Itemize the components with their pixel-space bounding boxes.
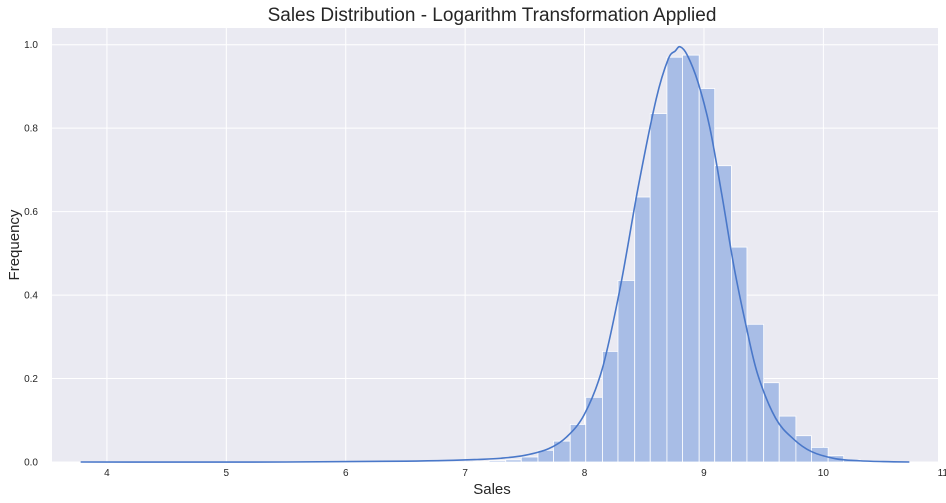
y-tick-label-2: 0.4 — [24, 291, 38, 302]
bar-13 — [682, 54, 700, 463]
y-tick-label-4: 0.8 — [24, 124, 38, 135]
x-tick-label-5: 9 — [701, 468, 707, 479]
x-tick-label-6: 10 — [818, 468, 830, 479]
y-tick-label-3: 0.6 — [24, 207, 38, 218]
x-tick-label-3: 7 — [462, 468, 468, 479]
bar-2 — [505, 459, 522, 463]
x-tick-label-2: 6 — [343, 468, 349, 479]
bar-16 — [731, 246, 748, 463]
bar-10 — [634, 196, 651, 463]
x-axis-label: Sales — [473, 481, 511, 498]
chart-title: Sales Distribution - Logarithm Transform… — [268, 5, 717, 26]
bar-1 — [488, 460, 507, 463]
bar-12 — [666, 56, 683, 463]
y-tick-labels: 0.0 0.2 0.4 0.6 0.8 1.0 — [24, 40, 38, 468]
bar-20 — [795, 435, 812, 463]
kde-line — [80, 45, 910, 463]
x-tick-label-0: 4 — [104, 468, 110, 479]
histogram-bars — [473, 54, 877, 463]
x-tick-label-7: 11 — [938, 468, 946, 479]
x-tick-labels: 4 5 6 7 8 9 10 11 — [104, 468, 946, 479]
x-tick-label-1: 5 — [224, 468, 230, 479]
x-tick-label-4: 8 — [582, 468, 588, 479]
bar-8 — [602, 351, 619, 463]
y-tick-label-5: 1.0 — [24, 40, 38, 51]
bar-18 — [763, 382, 780, 463]
bar-9 — [617, 280, 636, 463]
bar-15 — [714, 165, 732, 463]
bar-3 — [520, 456, 539, 463]
y-tick-label-1: 0.2 — [24, 374, 38, 385]
plot-area — [52, 28, 938, 462]
y-axis-label: Frequency — [6, 209, 23, 280]
bar-11 — [649, 113, 668, 463]
y-tick-label-0: 0.0 — [24, 458, 38, 469]
